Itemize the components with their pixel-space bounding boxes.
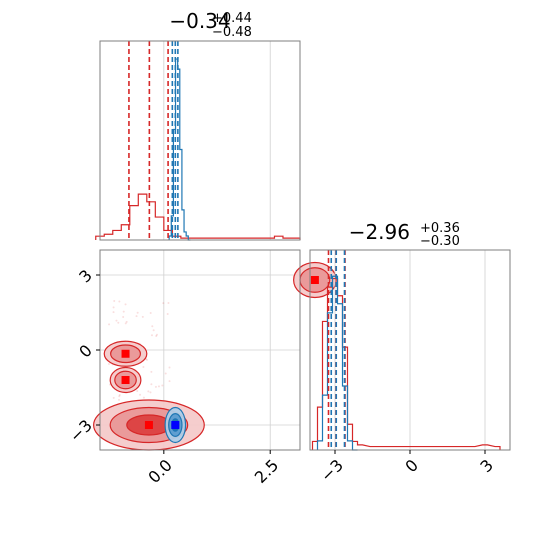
sample-point [152,329,155,332]
sample-point [115,319,118,322]
sample-point [167,302,170,305]
sample-point [125,320,128,323]
sample-point [135,315,138,318]
mode-marker [144,421,153,429]
marginal-histogram-param-1: −0.34 +0.44 −0.48 [95,9,301,241]
sample-point [107,363,110,366]
sample-point [162,302,165,305]
sample-point [154,385,157,388]
title-median: −0.34 [169,9,230,33]
sample-point [118,395,121,398]
sample-point [168,380,171,383]
xtick-label: 0.0 [144,456,175,487]
sample-point [155,333,158,336]
sample-point [139,393,142,396]
sample-point [150,370,153,373]
mode-marker [121,376,130,384]
sample-point [145,358,148,361]
axes-frame [99,40,301,241]
sample-point [124,303,127,306]
xtick-label: 0 [401,456,422,477]
xtick-label: −3 [317,456,347,486]
sample-point [141,315,144,318]
sample-point [117,321,120,324]
joint-contour-panel: −3 0 3 0.0 2.5 [66,249,337,487]
sample-point [151,325,154,328]
title-median: −2.96 [349,220,410,244]
sample-point [112,311,115,314]
mode-marker [171,421,180,429]
title-plus: +0.44 [212,11,252,26]
sample-point [136,311,139,314]
sample-point [168,366,171,369]
title-plus: +0.36 [420,221,460,236]
histogram-series [316,275,358,451]
sample-point [113,299,116,302]
sample-point [118,398,121,401]
sample-point [166,312,169,315]
sample-point [155,334,158,337]
sample-point [161,384,164,387]
sample-point [122,315,125,318]
sample-point [136,389,139,392]
xtick-label: 2.5 [251,456,282,487]
marginal-histogram-param-2: −2.96 +0.36 −0.30 −3 0 3 [309,220,511,486]
ytick-label: 0 [75,341,96,362]
sample-point [157,385,160,388]
title-param-2: −2.96 [349,220,410,244]
xtick-label: 3 [476,456,497,477]
histogram-series [95,193,301,240]
title-param-1: −0.34 [169,9,230,33]
sample-point [118,393,121,396]
sample-point [124,322,127,325]
mode-marker [121,349,130,358]
sample-point [142,365,145,368]
histogram-series [311,277,501,450]
sample-point [112,306,115,309]
sample-point [142,396,145,399]
title-minus: −0.48 [212,25,252,40]
sample-point [122,310,125,313]
sample-point [149,312,152,315]
sample-point [112,396,115,399]
sample-point [147,390,150,393]
sample-point [108,323,111,326]
ytick-label: −3 [66,416,96,446]
histogram-series [168,58,191,241]
sample-point [118,300,121,303]
sample-point [150,334,153,337]
sample-point [150,383,153,386]
mode-marker [310,276,319,284]
sample-point [149,391,152,394]
sample-point [164,372,167,375]
ytick-label: 3 [75,266,96,287]
title-minus: −0.30 [420,234,460,249]
